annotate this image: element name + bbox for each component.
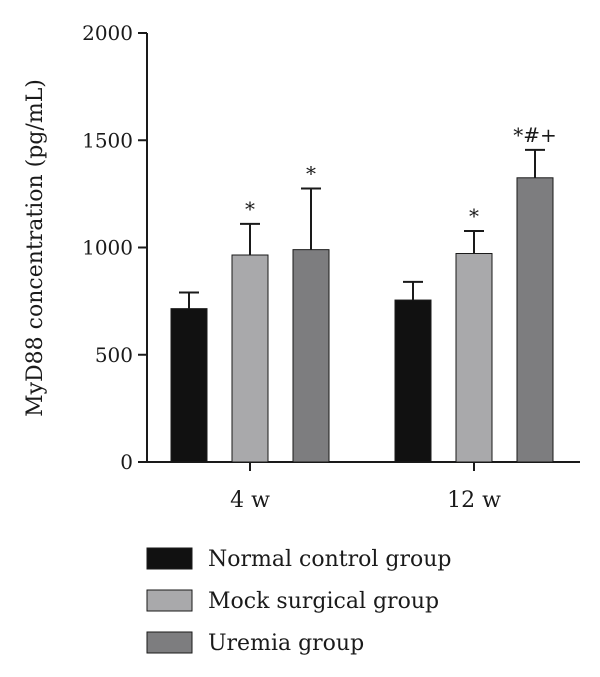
bar — [231, 254, 269, 463]
legend-swatch — [146, 589, 193, 612]
y-tick-label: 1500 — [82, 128, 133, 152]
y-axis: 0 500 1000 1500 2000 — [82, 21, 148, 474]
y-tick-label: 1000 — [82, 236, 133, 260]
significance-label: *#+ — [513, 123, 557, 147]
bar — [394, 299, 432, 463]
bar — [170, 308, 208, 463]
legend-swatch — [146, 547, 193, 570]
y-tick-label: 2000 — [82, 21, 133, 45]
significance-label: * — [469, 204, 479, 228]
significance-label: * — [245, 197, 255, 221]
x-axis: 4 w 12 w — [147, 461, 580, 513]
x-tick-label: 4 w — [230, 488, 270, 513]
legend: Normal control group Mock surgical group U… — [146, 547, 451, 656]
legend-label: Normal control group — [208, 547, 451, 572]
bar — [455, 253, 493, 463]
legend-swatch — [146, 631, 193, 654]
bars — [170, 177, 554, 463]
legend-label: Uremia group — [208, 631, 364, 656]
significance-labels: * * * *#+ — [245, 123, 557, 228]
bar — [292, 249, 330, 463]
bar — [516, 177, 554, 463]
y-tick-label: 0 — [120, 450, 133, 474]
legend-label: Mock surgical group — [208, 589, 439, 614]
y-tick-label: 500 — [95, 343, 133, 367]
x-tick-label: 12 w — [447, 488, 501, 513]
error-bars — [179, 148, 545, 309]
significance-label: * — [306, 162, 316, 186]
y-axis-title: MyD88 concentration (pg/mL) — [23, 79, 48, 417]
